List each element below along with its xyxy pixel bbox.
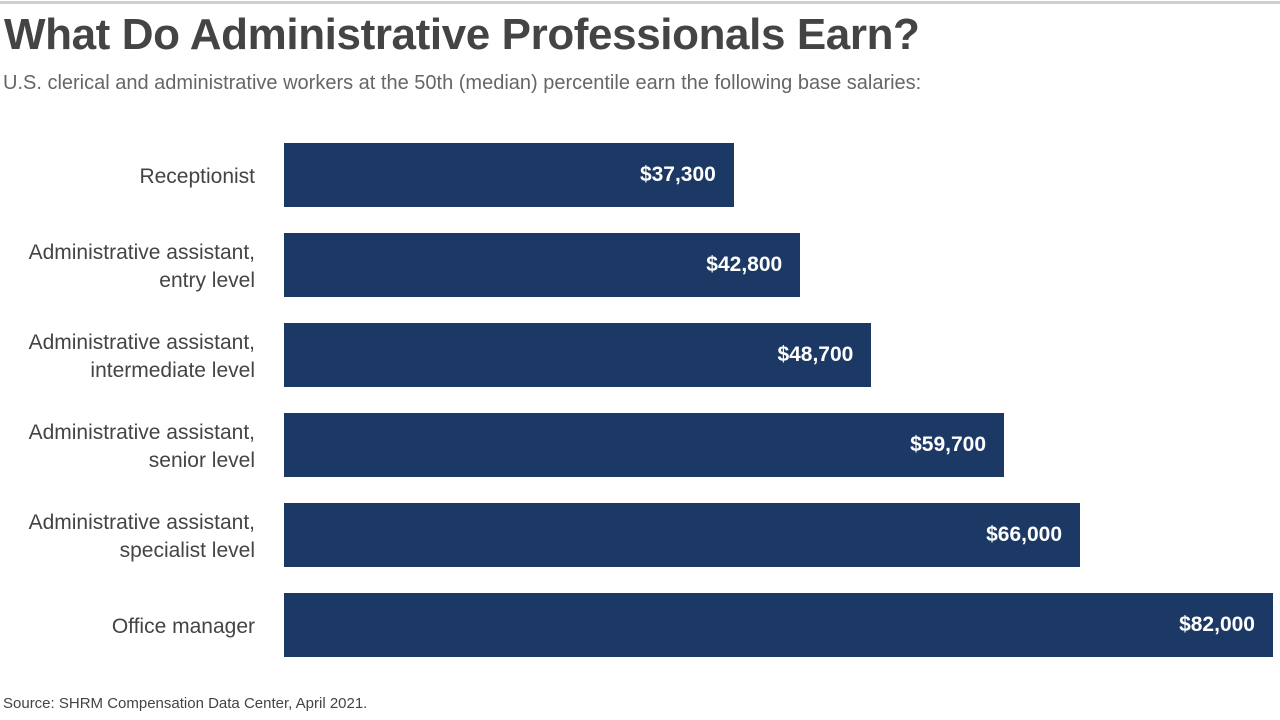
category-label-line: specialist level — [119, 539, 255, 562]
top-divider — [0, 1, 1280, 4]
category-label: Office manager — [0, 613, 255, 641]
value-label: $59,700 — [910, 433, 987, 456]
category-label: Administrative assistant, intermediate le… — [0, 329, 255, 385]
chart-title: What Do Administrative Professionals Ear… — [4, 10, 920, 59]
category-label: Receptionist — [0, 163, 255, 191]
category-label-line: Administrative assistant, — [28, 421, 255, 444]
category-label-line: entry level — [159, 269, 255, 292]
category-label-line: intermediate level — [90, 359, 255, 382]
chart-subtitle: U.S. clerical and administrative workers… — [3, 72, 922, 94]
category-label: Administrative assistant, senior level — [0, 419, 255, 475]
bar: $82,000 — [284, 593, 1273, 657]
category-label: Administrative assistant, entry level — [0, 239, 255, 295]
category-label-line: Office manager — [111, 615, 255, 638]
source-note: Source: SHRM Compensation Data Center, A… — [3, 695, 368, 712]
category-label-line: Receptionist — [139, 165, 255, 188]
category-label-line: Administrative assistant, — [28, 511, 255, 534]
bar: $66,000 — [284, 503, 1081, 567]
bar: $42,800 — [284, 233, 801, 297]
category-label-line: Administrative assistant, — [28, 331, 255, 354]
value-label: $48,700 — [777, 343, 854, 366]
category-label-line: Administrative assistant, — [28, 241, 255, 264]
value-label: $42,800 — [706, 253, 783, 276]
bar: $37,300 — [284, 143, 734, 207]
bar: $48,700 — [284, 323, 872, 387]
bar: $59,700 — [284, 413, 1005, 477]
value-label: $66,000 — [986, 523, 1063, 546]
category-label: Administrative assistant, specialist leve… — [0, 509, 255, 565]
value-label: $37,300 — [639, 163, 716, 186]
category-label-line: senior level — [148, 449, 255, 472]
value-label: $82,000 — [1179, 613, 1255, 636]
